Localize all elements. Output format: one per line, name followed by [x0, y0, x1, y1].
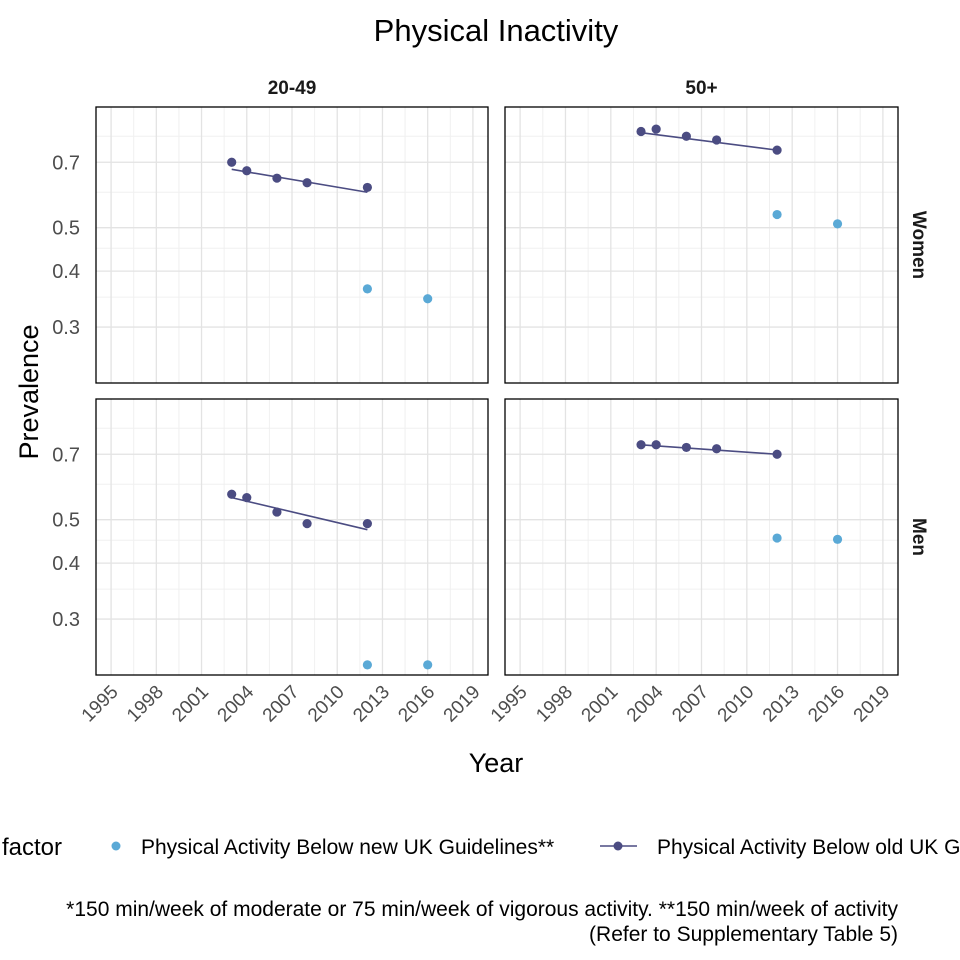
point-old-guidelines [362, 519, 372, 529]
facet-label-20-49: 20-49 [268, 78, 317, 99]
point-old-guidelines [651, 124, 661, 134]
x-tick-label: 2016 [804, 682, 849, 727]
panel-women-50: 50+ Women [504, 78, 929, 384]
panel-women-20-49: 20-49 0.3 0.4 0.5 0.7 [52, 78, 489, 384]
panel-border [95, 398, 489, 676]
point-old-guidelines [651, 440, 661, 450]
x-tick-label: 2019 [440, 682, 485, 727]
x-tick-label: 2007 [259, 682, 304, 727]
x-tick-label: 2010 [714, 682, 759, 727]
point-old-guidelines [712, 135, 722, 145]
point-new-guidelines [423, 294, 433, 304]
legend: Risk factor Physical Activity Below new … [0, 834, 960, 861]
x-tick-label: 2016 [394, 682, 439, 727]
point-new-guidelines [423, 660, 433, 670]
x-tick-label: 2001 [578, 682, 623, 727]
legend-key-old-guidelines [613, 841, 623, 851]
y-tick-label: 0.4 [52, 553, 80, 575]
trend-line-old-guidelines [231, 168, 368, 194]
y-tick-label: 0.3 [52, 609, 80, 631]
y-tick-label: 0.4 [52, 261, 80, 283]
caption-line-1: *150 min/week of moderate or 75 min/week… [66, 898, 898, 921]
point-new-guidelines [832, 219, 843, 229]
point-old-guidelines [636, 440, 646, 450]
y-tick-label: 0.3 [52, 317, 80, 339]
panel-border [95, 106, 489, 384]
x-tick-label: 2019 [850, 682, 895, 727]
trend-line-old-guidelines [640, 443, 778, 456]
x-tick-label: 2001 [168, 682, 213, 727]
legend-title: Risk factor [0, 834, 62, 861]
panels-layer: 20-49 0.3 0.4 0.5 0.7 50+ Women 0.3 0.4 0.5 0.7 199… [52, 78, 929, 726]
chart-title: Physical Inactivity [374, 13, 619, 48]
point-old-guidelines [272, 507, 282, 517]
point-new-guidelines [772, 209, 782, 220]
x-tick-label: 1995 [78, 682, 123, 727]
y-axis-title: Prevalence [14, 324, 44, 459]
x-axis-title: Year [469, 748, 524, 778]
legend-label-new-guidelines: Physical Activity Below new UK Guideline… [141, 836, 554, 859]
point-new-guidelines [832, 534, 843, 544]
legend-key-new-guidelines [111, 841, 121, 851]
point-old-guidelines [227, 157, 237, 167]
point-old-guidelines [242, 493, 252, 503]
point-old-guidelines [712, 444, 722, 454]
y-tick-label: 0.7 [52, 444, 80, 466]
point-new-guidelines [362, 660, 372, 670]
x-tick-label: 1998 [123, 682, 168, 727]
x-tick-label: 2013 [349, 682, 394, 727]
trend-line-old-guidelines [640, 131, 778, 151]
x-tick-label: 2013 [759, 682, 804, 727]
y-tick-label: 0.7 [52, 152, 80, 174]
panel-men-20-49: 0.3 0.4 0.5 0.7 1995 1998 2001 2004 2007 2010 2013… [52, 398, 489, 727]
panel-men-50: Men 1995 1998 2001 2004 2007 2010 2013 2016 2019 [487, 398, 929, 727]
point-old-guidelines [681, 131, 691, 141]
y-tick-label: 0.5 [52, 218, 80, 240]
facet-label-men: Men [908, 518, 929, 556]
x-tick-label: 1998 [532, 682, 577, 727]
point-old-guidelines [272, 173, 282, 183]
trend-line-old-guidelines [231, 496, 368, 531]
x-tick-label: 1995 [487, 682, 532, 727]
point-old-guidelines [227, 489, 237, 499]
x-tick-label: 2010 [304, 682, 349, 727]
point-old-guidelines [772, 449, 782, 459]
point-old-guidelines [302, 178, 312, 188]
caption-line-2: (Refer to Supplementary Table 5) [589, 923, 898, 946]
point-new-guidelines [772, 533, 782, 543]
panel-border [504, 106, 899, 384]
facet-label-women: Women [908, 211, 929, 279]
point-old-guidelines [242, 166, 252, 176]
x-tick-label: 2004 [623, 681, 668, 726]
point-old-guidelines [362, 182, 372, 193]
y-tick-label: 0.5 [52, 510, 80, 532]
x-tick-label: 2004 [214, 681, 259, 726]
facet-label-50: 50+ [685, 78, 717, 99]
panel-border [504, 398, 899, 676]
legend-label-old-guidelines: Physical Activity Below old UK Guideline… [657, 836, 960, 859]
point-old-guidelines [772, 145, 782, 155]
point-new-guidelines [362, 284, 372, 294]
point-old-guidelines [636, 126, 646, 137]
point-old-guidelines [302, 519, 312, 529]
x-tick-label: 2007 [668, 682, 713, 727]
point-old-guidelines [681, 442, 691, 453]
